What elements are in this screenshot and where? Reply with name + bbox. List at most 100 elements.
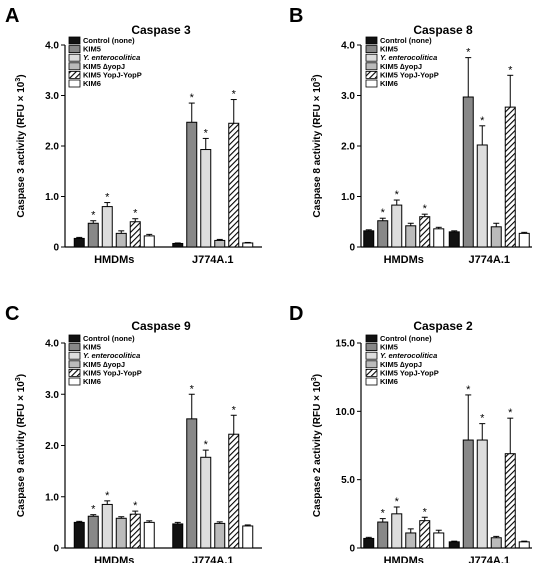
significance-marker: * xyxy=(395,496,400,508)
legend-label: KIM5 YopJ-YopP xyxy=(380,368,439,377)
legend-swatch xyxy=(68,62,81,71)
y-axis-label-text: Caspase 3 activity (RFU × 10 xyxy=(16,81,27,217)
y-tick-label: 1.0 xyxy=(341,192,355,203)
category-label: J774A.1 xyxy=(192,254,234,266)
y-tick-label: 2.0 xyxy=(341,142,355,153)
significance-marker: * xyxy=(480,413,485,425)
bar xyxy=(363,230,375,248)
panel-letter: D xyxy=(289,303,303,325)
bar xyxy=(448,541,460,549)
bar xyxy=(115,517,127,549)
bar xyxy=(363,537,375,549)
significance-marker: * xyxy=(190,383,195,395)
legend-swatch xyxy=(365,377,378,386)
legend-label: Control (none) xyxy=(380,36,432,45)
bar xyxy=(87,222,99,248)
y-tick-label: 4.0 xyxy=(45,41,59,52)
legend-label: KIM6 xyxy=(380,377,398,386)
significance-marker: * xyxy=(105,490,110,502)
legend-swatch xyxy=(365,36,378,45)
bar xyxy=(143,521,155,549)
chart-panel-d: D Caspase 2 0 5.0 10.0 15.0 Caspase 2 activity… xyxy=(289,303,532,563)
legend-label: Control (none) xyxy=(83,334,135,343)
y-axis-label: Caspase 9 activity (RFU × 103) xyxy=(15,374,27,517)
legend-label: KIM5 xyxy=(380,343,398,352)
chart-title: Caspase 3 xyxy=(131,23,191,37)
significance-marker: * xyxy=(105,192,110,204)
significance-marker: * xyxy=(204,127,209,139)
bar xyxy=(462,96,474,248)
y-axis-label-text: Caspase 9 activity (RFU × 10 xyxy=(16,381,27,517)
category-label: HMDMs xyxy=(94,555,134,563)
bar xyxy=(462,439,474,549)
bar xyxy=(87,515,99,549)
significance-marker: * xyxy=(190,92,195,104)
legend-swatch xyxy=(365,368,378,377)
legend-swatch xyxy=(68,368,81,377)
y-tick-label: 4.0 xyxy=(45,339,59,350)
bar xyxy=(186,418,198,549)
panel-letter: A xyxy=(5,5,19,27)
legend-swatch xyxy=(365,53,378,62)
legend-label: KIM5 xyxy=(380,45,398,54)
y-tick-label: 1.0 xyxy=(45,492,59,503)
y-tick-label: 0 xyxy=(349,243,355,254)
significance-marker: * xyxy=(91,504,96,516)
y-tick-label: 2.0 xyxy=(45,441,59,452)
category-label: HMDMs xyxy=(94,254,134,266)
legend-swatch xyxy=(365,79,378,88)
chart-title: Caspase 9 xyxy=(131,319,191,333)
y-axis-label-text: Caspase 2 activity (RFU × 10 xyxy=(312,381,323,517)
legend-swatch xyxy=(365,45,378,53)
chart-title: Caspase 2 xyxy=(413,319,473,333)
legend-swatch xyxy=(365,351,378,360)
y-tick-label: 4.0 xyxy=(341,41,355,52)
bar xyxy=(129,221,141,248)
legend-swatch xyxy=(68,45,81,53)
bar xyxy=(504,453,516,549)
significance-marker: * xyxy=(508,407,513,419)
y-tick-label: 2.0 xyxy=(45,142,59,153)
y-tick-label: 3.0 xyxy=(341,91,355,102)
legend-swatch xyxy=(365,71,378,79)
y-axis-label-close: ) xyxy=(312,74,323,77)
y-tick-label: 0 xyxy=(349,544,355,555)
bar xyxy=(172,523,184,549)
significance-marker: * xyxy=(232,404,237,416)
significance-marker: * xyxy=(480,115,485,127)
y-axis-label: Caspase 3 activity (RFU × 103) xyxy=(15,74,27,217)
significance-marker: * xyxy=(395,189,400,201)
bar xyxy=(377,220,389,248)
bar xyxy=(490,226,502,248)
y-tick-label: 10.0 xyxy=(336,407,356,418)
category-label: J774A.1 xyxy=(468,555,510,563)
bar xyxy=(476,439,488,549)
bar xyxy=(433,532,445,549)
category-label: HMDMs xyxy=(384,555,424,563)
y-axis-label-close: ) xyxy=(16,74,27,77)
bar xyxy=(186,121,198,248)
chart-title: Caspase 8 xyxy=(413,23,473,37)
legend-label: KIM5 YopJ-YopP xyxy=(83,368,142,377)
chart-panel-c: C Caspase 9 0 1.0 2.0 3.0 4.0 Caspase 9 activit… xyxy=(5,303,262,563)
legend-label: KIM5 ∆yopJ xyxy=(83,360,125,369)
bar xyxy=(518,232,530,248)
bar xyxy=(476,144,488,248)
legend-swatch xyxy=(68,343,81,352)
legend-label: Y. enterocolitica xyxy=(83,53,140,62)
bar xyxy=(419,216,431,248)
significance-marker: * xyxy=(133,208,138,220)
chart-panel-b: B Caspase 8 0 1.0 2.0 3.0 4.0 Caspase 8 activit… xyxy=(289,5,532,266)
bar xyxy=(228,433,240,549)
bar xyxy=(214,239,226,248)
legend-label: KIM6 xyxy=(380,79,398,88)
y-axis-label-superscript: 3 xyxy=(311,377,318,381)
bar xyxy=(214,522,226,549)
y-tick-label: 5.0 xyxy=(341,475,355,486)
bar xyxy=(143,235,155,248)
legend-label: Control (none) xyxy=(380,334,432,343)
significance-marker: * xyxy=(466,384,471,396)
y-tick-label: 0 xyxy=(53,544,59,555)
bar xyxy=(200,456,212,549)
